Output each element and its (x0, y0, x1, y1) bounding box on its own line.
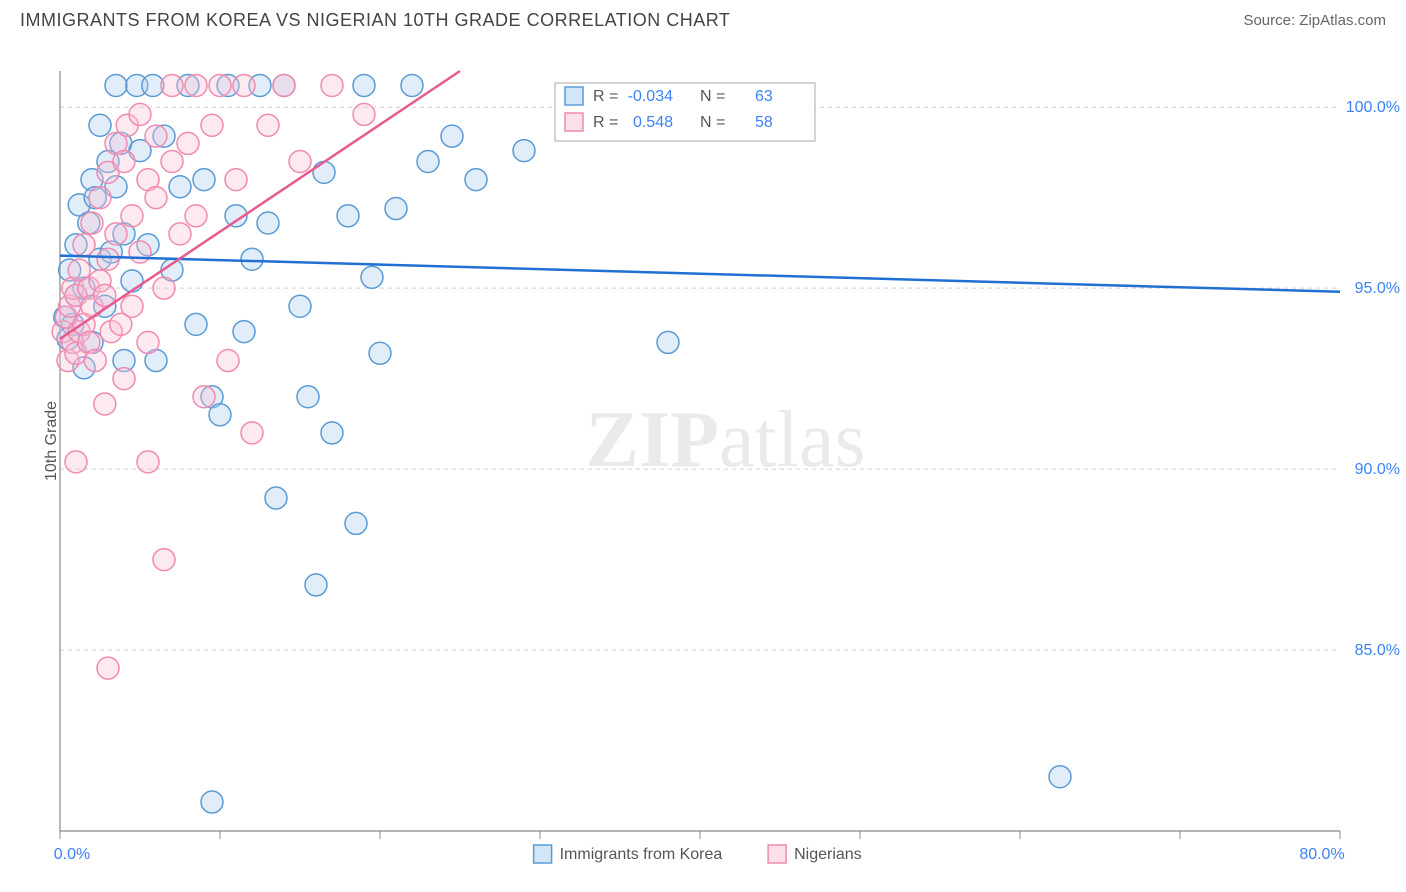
data-point (657, 331, 679, 353)
data-point (209, 404, 231, 426)
data-point (161, 74, 183, 96)
data-point (265, 487, 287, 509)
bottom-legend-label: Immigrants from Korea (560, 846, 723, 863)
data-point (129, 241, 151, 263)
data-point (313, 161, 335, 183)
data-point (137, 331, 159, 353)
data-point (121, 205, 143, 227)
data-point (361, 266, 383, 288)
y-axis-label: 10th Grade (43, 401, 61, 481)
y-tick-label: 95.0% (1355, 280, 1400, 297)
data-point (97, 248, 119, 270)
data-point (65, 451, 87, 473)
chart-container: 10th Grade 85.0% 90.0% 95.0% 100.0% ZIPatlas… (0, 31, 1406, 851)
legend-n-label: N = (700, 114, 725, 131)
data-point (105, 223, 127, 245)
data-point (177, 132, 199, 154)
legend-r-label: R = (593, 114, 618, 131)
legend-swatch (565, 87, 583, 105)
data-point (89, 114, 111, 136)
data-point (289, 295, 311, 317)
data-point (153, 549, 175, 571)
watermark: ZIPatlas (586, 396, 866, 484)
data-point (161, 150, 183, 172)
trend-line (60, 256, 1340, 292)
data-point (273, 74, 295, 96)
data-point (113, 150, 135, 172)
data-point (185, 205, 207, 227)
data-point (121, 295, 143, 317)
x-tick-label: 80.0% (1299, 846, 1344, 863)
data-point (337, 205, 359, 227)
data-point (233, 321, 255, 343)
data-point (185, 74, 207, 96)
legend-swatch (565, 113, 583, 131)
data-point (137, 451, 159, 473)
data-point (321, 74, 343, 96)
data-point (169, 176, 191, 198)
data-point (193, 386, 215, 408)
data-point (241, 422, 263, 444)
data-point (353, 103, 375, 125)
data-point (73, 234, 95, 256)
data-point (257, 212, 279, 234)
data-point (201, 114, 223, 136)
data-point (113, 368, 135, 390)
bottom-legend-label: Nigerians (794, 846, 862, 863)
data-point (97, 657, 119, 679)
data-point (81, 212, 103, 234)
y-tick-label: 100.0% (1346, 99, 1400, 116)
data-point (145, 187, 167, 209)
data-point (441, 125, 463, 147)
data-point (129, 103, 151, 125)
data-point (225, 169, 247, 191)
bottom-legend-swatch (534, 845, 552, 863)
data-point (353, 74, 375, 96)
y-tick-label: 85.0% (1355, 642, 1400, 659)
legend-r-value: -0.034 (628, 88, 673, 105)
legend-r-value: 0.548 (633, 114, 673, 131)
data-point (241, 248, 263, 270)
data-point (201, 791, 223, 813)
data-point (465, 169, 487, 191)
data-point (513, 140, 535, 162)
chart-title: IMMIGRANTS FROM KOREA VS NIGERIAN 10TH G… (20, 10, 730, 31)
scatter-chart: 85.0% 90.0% 95.0% 100.0% ZIPatlas 0.0% 80.0% R … (0, 31, 1406, 871)
data-point (84, 350, 106, 372)
y-tick-label: 90.0% (1355, 461, 1400, 478)
data-point (385, 198, 407, 220)
data-point (185, 313, 207, 335)
legend-n-value: 58 (755, 114, 773, 131)
data-point (105, 74, 127, 96)
data-point (217, 350, 239, 372)
bottom-legend-swatch (768, 845, 786, 863)
data-point (305, 574, 327, 596)
data-point (1049, 766, 1071, 788)
data-point (169, 223, 191, 245)
data-point (401, 74, 423, 96)
legend-n-value: 63 (755, 88, 773, 105)
data-point (417, 150, 439, 172)
legend-r-label: R = (593, 88, 618, 105)
data-point (153, 277, 175, 299)
data-point (233, 74, 255, 96)
data-point (345, 512, 367, 534)
source-label: Source: ZipAtlas.com (1243, 12, 1386, 29)
data-point (94, 393, 116, 415)
legend-n-label: N = (700, 88, 725, 105)
data-point (257, 114, 279, 136)
data-point (193, 169, 215, 191)
data-point (297, 386, 319, 408)
data-point (369, 342, 391, 364)
x-tick-label: 0.0% (54, 846, 90, 863)
data-point (89, 187, 111, 209)
data-point (321, 422, 343, 444)
data-point (289, 150, 311, 172)
data-point (145, 125, 167, 147)
data-point (209, 74, 231, 96)
data-point (121, 270, 143, 292)
